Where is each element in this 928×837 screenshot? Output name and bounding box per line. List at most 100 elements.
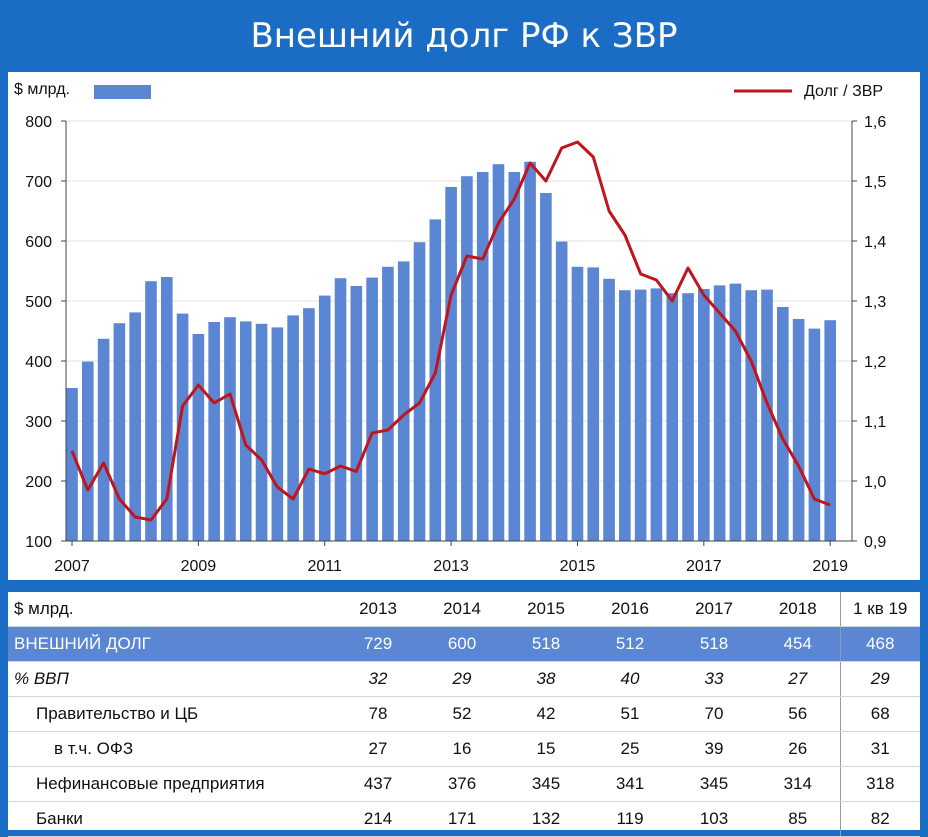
table-cell: 39 bbox=[672, 731, 756, 767]
bar bbox=[318, 295, 331, 541]
bar bbox=[524, 161, 536, 542]
table-cell: 2016 bbox=[588, 592, 672, 627]
right-tick-label: 1,4 bbox=[864, 234, 886, 251]
table-cell: 376 bbox=[420, 766, 504, 802]
table-cell: 214 bbox=[336, 801, 420, 837]
table-cell: 2013 bbox=[336, 592, 420, 627]
table-cell: 31 bbox=[839, 731, 920, 767]
table-cell: 26 bbox=[756, 731, 840, 767]
table-cell: 171 bbox=[420, 801, 504, 837]
table-header: $ млрд. 2013 2014 2015 2016 2017 2018 1 кв 19 bbox=[8, 592, 920, 627]
bar bbox=[492, 164, 505, 541]
table-row: Правительство и ЦБ 78 52 42 51 70 56 68 bbox=[8, 696, 920, 732]
bar bbox=[777, 307, 789, 541]
table-cell: 345 bbox=[672, 766, 756, 802]
left-tick-label: 100 bbox=[25, 534, 52, 551]
table-cell: 38 bbox=[504, 661, 588, 697]
table-cell: 16 bbox=[420, 731, 504, 767]
table-cell: 33 bbox=[672, 661, 756, 697]
table-cell: 518 bbox=[504, 626, 588, 662]
left-tick-label: 600 bbox=[25, 234, 52, 251]
x-tick-label: 2017 bbox=[686, 558, 722, 575]
table-cell: 318 bbox=[839, 766, 920, 802]
x-tick-label: 2011 bbox=[308, 558, 343, 575]
bar bbox=[808, 328, 821, 541]
table-cell: 82 bbox=[839, 801, 920, 837]
left-tick-label: 400 bbox=[25, 354, 52, 371]
table-row: в т.ч. ОФЗ 27 16 15 25 39 26 31 bbox=[8, 731, 920, 767]
table-cell: 345 bbox=[504, 766, 588, 802]
table-cell: 518 bbox=[672, 626, 756, 662]
table-cell: 42 bbox=[504, 696, 588, 732]
bar bbox=[824, 320, 837, 541]
bar bbox=[729, 283, 742, 541]
x-tick-label: 2019 bbox=[812, 558, 848, 575]
bar bbox=[666, 293, 679, 541]
right-tick-label: 1,5 bbox=[864, 174, 886, 191]
data-table: $ млрд. 2013 2014 2015 2016 2017 2018 1 кв 19 ВН… bbox=[8, 592, 920, 837]
row-label: ВНЕШНИЙ ДОЛГ bbox=[8, 626, 336, 662]
bar bbox=[239, 321, 252, 541]
table-cell: 78 bbox=[336, 696, 420, 732]
bar bbox=[571, 266, 584, 541]
row-label: в т.ч. ОФЗ bbox=[8, 731, 336, 767]
bar bbox=[208, 322, 220, 541]
bar bbox=[682, 293, 694, 541]
bar bbox=[413, 242, 426, 541]
table-cell: 32 bbox=[336, 661, 420, 697]
left-tick-label: 300 bbox=[25, 414, 52, 431]
x-tick-label: 2007 bbox=[54, 558, 90, 575]
bar bbox=[397, 261, 410, 541]
right-tick-label: 1,0 bbox=[864, 474, 886, 491]
bar bbox=[713, 285, 726, 541]
table-cell: 85 bbox=[756, 801, 840, 837]
bar bbox=[429, 219, 442, 541]
right-tick-label: 1,3 bbox=[864, 294, 886, 311]
right-tick-label: 1,6 bbox=[864, 114, 886, 131]
right-tick-label: 0,9 bbox=[864, 534, 886, 551]
left-tick-label: 800 bbox=[25, 114, 52, 131]
x-axis-ticks: 2007 2009 2011 2013 2015 2017 2019 bbox=[54, 541, 848, 575]
table-cell: 52 bbox=[420, 696, 504, 732]
bar bbox=[176, 313, 189, 541]
bar bbox=[461, 176, 473, 541]
bar bbox=[97, 338, 110, 541]
table-cell: 454 bbox=[756, 626, 840, 662]
bar bbox=[129, 312, 141, 541]
bar bbox=[445, 187, 457, 541]
table-cell: 27 bbox=[336, 731, 420, 767]
table-cell: 2015 bbox=[504, 592, 588, 627]
x-tick-label: 2015 bbox=[560, 558, 596, 575]
bar bbox=[366, 277, 378, 541]
row-label: % ВВП bbox=[8, 661, 336, 697]
bar bbox=[634, 289, 647, 541]
row-label: $ млрд. bbox=[8, 592, 336, 627]
table-cell: 341 bbox=[588, 766, 672, 802]
bar bbox=[603, 278, 615, 541]
table-cell: 27 bbox=[756, 661, 840, 697]
debt-reserves-line bbox=[70, 140, 831, 522]
bar bbox=[224, 317, 236, 541]
bar bbox=[81, 361, 94, 541]
left-axis-ticks: 800 700 600 500 400 300 200 100 bbox=[25, 114, 66, 551]
table-row: Банки 214 171 132 119 103 85 82 bbox=[8, 801, 920, 837]
bar bbox=[145, 281, 157, 541]
bar bbox=[303, 308, 315, 541]
bar bbox=[160, 277, 173, 541]
row-label: Правительство и ЦБ bbox=[8, 696, 336, 732]
table-cell: 2018 bbox=[756, 592, 840, 627]
table-cell: 512 bbox=[588, 626, 672, 662]
table-cell: 437 bbox=[336, 766, 420, 802]
bar bbox=[587, 267, 600, 541]
chart-panel: $ млрд. Долг / ЗВР 800 700 600 500 400 300 200… bbox=[8, 72, 920, 580]
table-cell: 29 bbox=[420, 661, 504, 697]
table-row: ВНЕШНИЙ ДОЛГ 729 600 518 512 518 454 468 bbox=[8, 626, 920, 662]
table-cell: 56 bbox=[756, 696, 840, 732]
x-tick-label: 2009 bbox=[181, 558, 217, 575]
table-cell: 15 bbox=[504, 731, 588, 767]
table-cell: 729 bbox=[336, 626, 420, 662]
table-cell: 2017 bbox=[672, 592, 756, 627]
bar bbox=[287, 315, 299, 541]
table-cell: 103 bbox=[672, 801, 756, 837]
bar bbox=[382, 266, 394, 541]
